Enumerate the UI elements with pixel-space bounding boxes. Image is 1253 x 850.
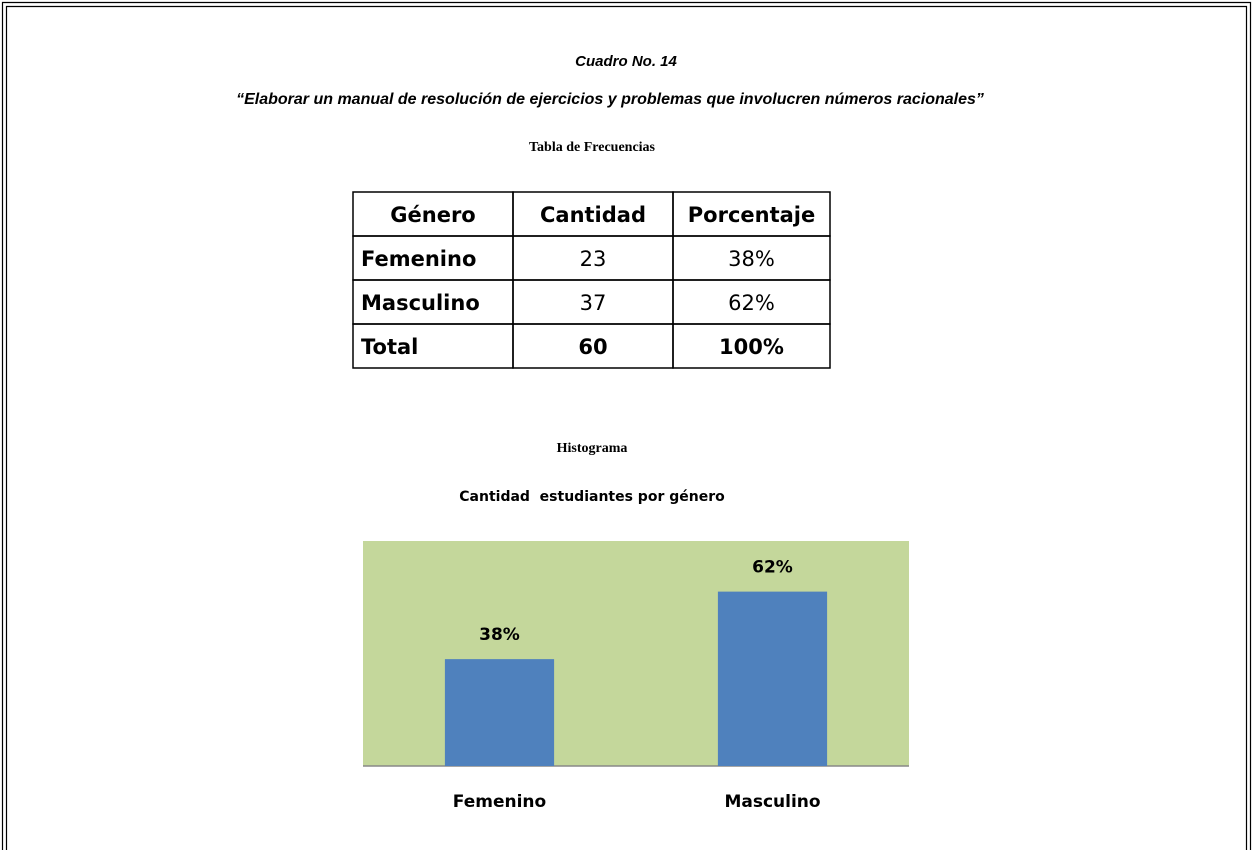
table-cell-text: Total bbox=[361, 335, 418, 359]
bar bbox=[444, 659, 555, 766]
table-cell-text: Masculino bbox=[361, 291, 480, 315]
table-cell bbox=[672, 323, 831, 369]
table-cell-text: 62% bbox=[728, 291, 775, 315]
frame-inner bbox=[5, 5, 1248, 850]
table-cell-text: 23 bbox=[580, 247, 607, 271]
table-header: Porcentaje bbox=[688, 203, 815, 227]
chart-subtitle: Cantidad estudiantes por género bbox=[459, 489, 725, 505]
table-header: Género bbox=[390, 203, 475, 227]
chart: 38% Femenino 62% Masculino bbox=[363, 541, 909, 812]
table-title: Tabla de Frecuencias bbox=[529, 140, 656, 155]
data-label: 38% bbox=[479, 625, 520, 645]
x-tick-label: Masculino bbox=[724, 792, 820, 812]
data-label: 62% bbox=[752, 558, 793, 578]
table-header: Cantidad bbox=[540, 203, 646, 227]
table-cell-text: Femenino bbox=[361, 247, 476, 271]
table-cell-text: 38% bbox=[728, 247, 775, 271]
subtitle: “Elaborar un manual de resolución de eje… bbox=[236, 91, 984, 108]
caption: Cuadro No. 14 bbox=[575, 53, 677, 70]
table: Género Cantidad Porcentaje Femenino 23 38% Mas… bbox=[352, 191, 831, 369]
bar bbox=[717, 591, 828, 766]
table-cell-text: 37 bbox=[580, 291, 607, 315]
x-tick-label: Femenino bbox=[453, 792, 546, 812]
chart-title: Histograma bbox=[557, 441, 628, 456]
table-cell-text: 60 bbox=[578, 335, 607, 359]
table-cell-text: 100% bbox=[719, 335, 784, 359]
